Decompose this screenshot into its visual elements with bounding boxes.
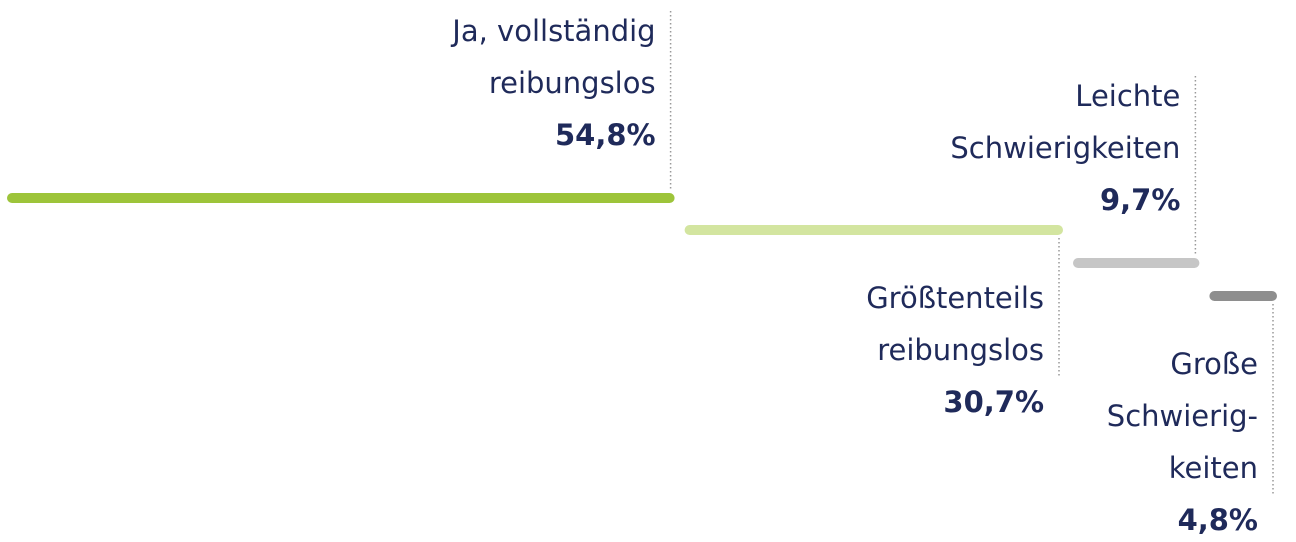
category-label: Große Schwierig-keiten xyxy=(1107,347,1258,485)
value-label: 4,8% xyxy=(1178,503,1258,537)
category-label: Ja, vollständig reibungslos xyxy=(450,14,655,100)
category-label: Größtenteils reibungslos xyxy=(866,281,1044,367)
value-label: 54,8% xyxy=(555,118,656,152)
value-label: 9,7% xyxy=(1100,183,1180,217)
category-label: Leichte Schwierigkeiten xyxy=(950,79,1180,165)
value-label: 30,7% xyxy=(943,385,1044,419)
